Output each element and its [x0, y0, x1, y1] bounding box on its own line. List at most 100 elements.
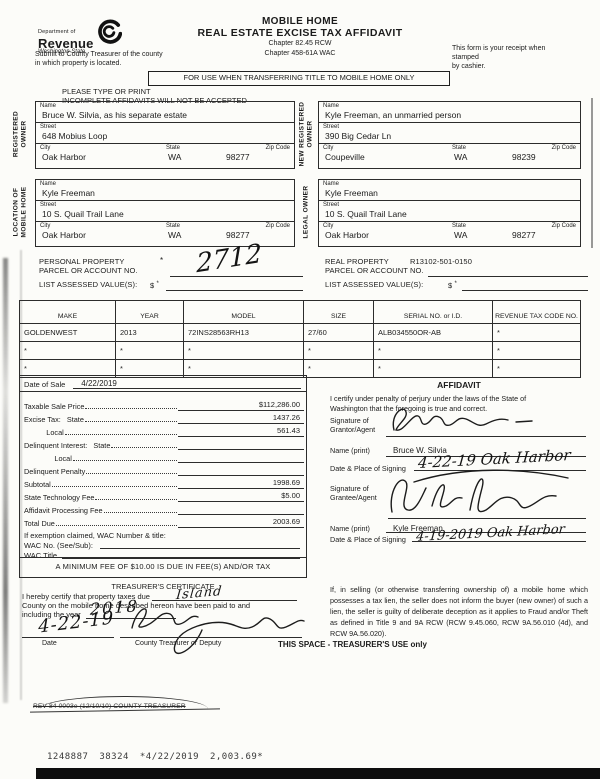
cell-revtax: *	[492, 323, 581, 342]
grantor-name-print-label: Name (print)	[330, 446, 370, 455]
cell-size: *	[303, 359, 374, 378]
grantee-signature	[390, 469, 569, 513]
personal-property-title: PERSONAL PROPERTY	[39, 257, 125, 266]
grantee-signature-line	[388, 518, 586, 519]
fee-label: Local	[24, 428, 64, 437]
grantee-date-place-label: Date & Place of Signing	[330, 535, 406, 544]
form-title-line1: MOBILE HOME	[261, 16, 339, 27]
col-revenue-tax-code: REVENUE TAX CODE NO.	[492, 300, 581, 324]
col-size: SIZE	[303, 300, 374, 324]
fee-value	[178, 462, 304, 463]
zip-label: Zip Code	[265, 223, 290, 229]
fee-value	[178, 514, 304, 515]
incomplete-note: INCOMPLETE AFFIDAVITS WILL NOT BE ACCEPT…	[62, 96, 247, 105]
fee-label: Total Due	[24, 519, 55, 528]
date-of-sale-value: 4/22/2019	[73, 379, 301, 389]
new-registered-owner-city: Coupeville	[325, 152, 365, 162]
name-label: Name	[323, 181, 340, 187]
legal-owner-state: WA	[454, 230, 468, 240]
new-registered-owner-box: Name Kyle Freeman, an unmarried person S…	[318, 101, 581, 169]
real-dollar: $ *	[448, 280, 457, 290]
fee-row-total-due: Total Due 2003.69	[24, 515, 304, 528]
grantor-signature-label: Signature of Grantor/Agent	[330, 416, 375, 434]
registered-owner-vertical-label: REGISTERED OWNER	[13, 89, 28, 179]
table-row: * * * * * *	[19, 359, 581, 378]
certify-line1: I certify under penalty of perjury under…	[330, 394, 527, 403]
field-street: Street 10 S. Quail Trail Lane	[319, 201, 580, 222]
star: *	[156, 281, 159, 287]
vlabel-line: REGISTERED	[12, 110, 20, 158]
grantee-signature-label: Signature of Grantee/Agent	[330, 484, 377, 502]
agency-small-label: Department of	[38, 29, 76, 35]
location-name: Kyle Freeman	[42, 188, 95, 198]
dor-logo: Department of Revenue Washington State	[38, 19, 122, 55]
cell-revtax: *	[492, 359, 581, 378]
city-label: City	[40, 145, 51, 151]
state-label: State	[166, 145, 181, 151]
receipt-note-line1: This form is your receipt when stamped	[452, 45, 546, 61]
fee-label: Delinquent Interest: State	[24, 441, 111, 450]
col-model: MODEL	[183, 300, 304, 324]
street-label: Street	[40, 202, 57, 208]
personal-star: *	[160, 256, 164, 265]
cell-model: *	[183, 341, 304, 360]
street-label: Street	[40, 124, 57, 130]
field-street: Street 648 Mobius Loop	[36, 123, 294, 144]
dollar-sign: $	[150, 281, 155, 290]
new-registered-owner-street: 390 Big Cedar Ln	[325, 131, 392, 141]
wac-no-label: WAC No. (See/Sub):	[24, 541, 93, 550]
scan-artifact-right	[591, 98, 593, 248]
cell-serial: *	[373, 341, 493, 360]
agency-name: Revenue	[38, 36, 94, 51]
legal-owner-box: Name Kyle Freeman Street 10 S. Quail Tra…	[318, 179, 581, 247]
location-city: Oak Harbor	[42, 230, 86, 240]
location-zip: 98277	[226, 230, 250, 240]
receipt-note: This form is your receipt when stamped b…	[452, 44, 572, 71]
grantor-agent-label: Grantor/Agent	[330, 425, 376, 434]
table-row: * * * * * *	[19, 341, 581, 360]
vlabel-line: OWNER	[306, 120, 313, 148]
treasurer-deputy-label: County Treasurer or Deputy	[135, 640, 222, 647]
cell-size: 27/60	[303, 323, 374, 342]
cell-model: 72INS28563RH13	[183, 323, 304, 342]
fee-label: State Technology Fee	[24, 493, 95, 502]
signature-of-label: Signature of	[330, 416, 369, 425]
field-name: Name Kyle Freeman	[36, 180, 294, 201]
receipt-note-line2: by cashier.	[452, 63, 486, 70]
registered-owner-city: Oak Harbor	[42, 152, 86, 162]
dotted-leader	[95, 499, 177, 500]
dotted-leader	[85, 408, 177, 409]
col-year: YEAR	[115, 300, 184, 324]
zip-label: Zip Code	[265, 145, 290, 151]
location-of-mobile-home-box: Name Kyle Freeman Street 10 S. Quail Tra…	[35, 179, 295, 247]
fee-lines: Taxable Sale Price $112,286.00 Excise Tax…	[24, 398, 304, 528]
legal-owner-vertical-label: LEGAL OWNER	[302, 167, 310, 257]
fee-label: Local	[24, 454, 72, 463]
vlabel-line: MOBILE HOME	[20, 186, 27, 238]
dotted-leader	[51, 486, 177, 487]
treasurer-signature	[131, 608, 305, 654]
fee-label: Subtotal	[24, 480, 51, 489]
grantor-signature-line	[386, 436, 586, 437]
real-assessed-line	[462, 290, 588, 291]
treasurer-line3: including the year	[22, 610, 81, 619]
field-name: Name Kyle Freeman	[319, 180, 580, 201]
location-of-mobile-home-vertical-label: LOCATION OF MOBILE HOME	[13, 167, 28, 257]
table-header-row: MAKE YEAR MODEL SIZE SERIAL NO. or I.D. …	[19, 300, 581, 324]
location-street: 10 S. Quail Trail Lane	[42, 209, 124, 219]
name-label: Name	[40, 103, 57, 109]
grantee-date-place-line	[412, 541, 586, 542]
field-city-state-zip: City Coupeville State WA Zip Code 98239	[319, 144, 580, 165]
personal-parcel-label: PARCEL OR ACCOUNT NO.	[39, 266, 138, 275]
affidavit-title: AFFIDAVIT	[437, 380, 481, 390]
fee-row-taxable: Taxable Sale Price $112,286.00	[24, 398, 304, 411]
fee-value: $5.00	[178, 491, 304, 502]
col-serial: SERIAL NO. or I.D.	[373, 300, 493, 324]
scan-artifact-left2	[20, 250, 22, 700]
grantor-date-place-label: Date & Place of Signing	[330, 464, 406, 473]
fee-value: 2003.69	[178, 517, 304, 528]
personal-assessed-line	[166, 290, 303, 291]
grantee-agent-label: Grantee/Agent	[330, 493, 377, 502]
date-of-sale-row: Date of Sale 4/22/2019	[19, 375, 307, 392]
new-registered-owner-zip: 98239	[512, 152, 536, 162]
